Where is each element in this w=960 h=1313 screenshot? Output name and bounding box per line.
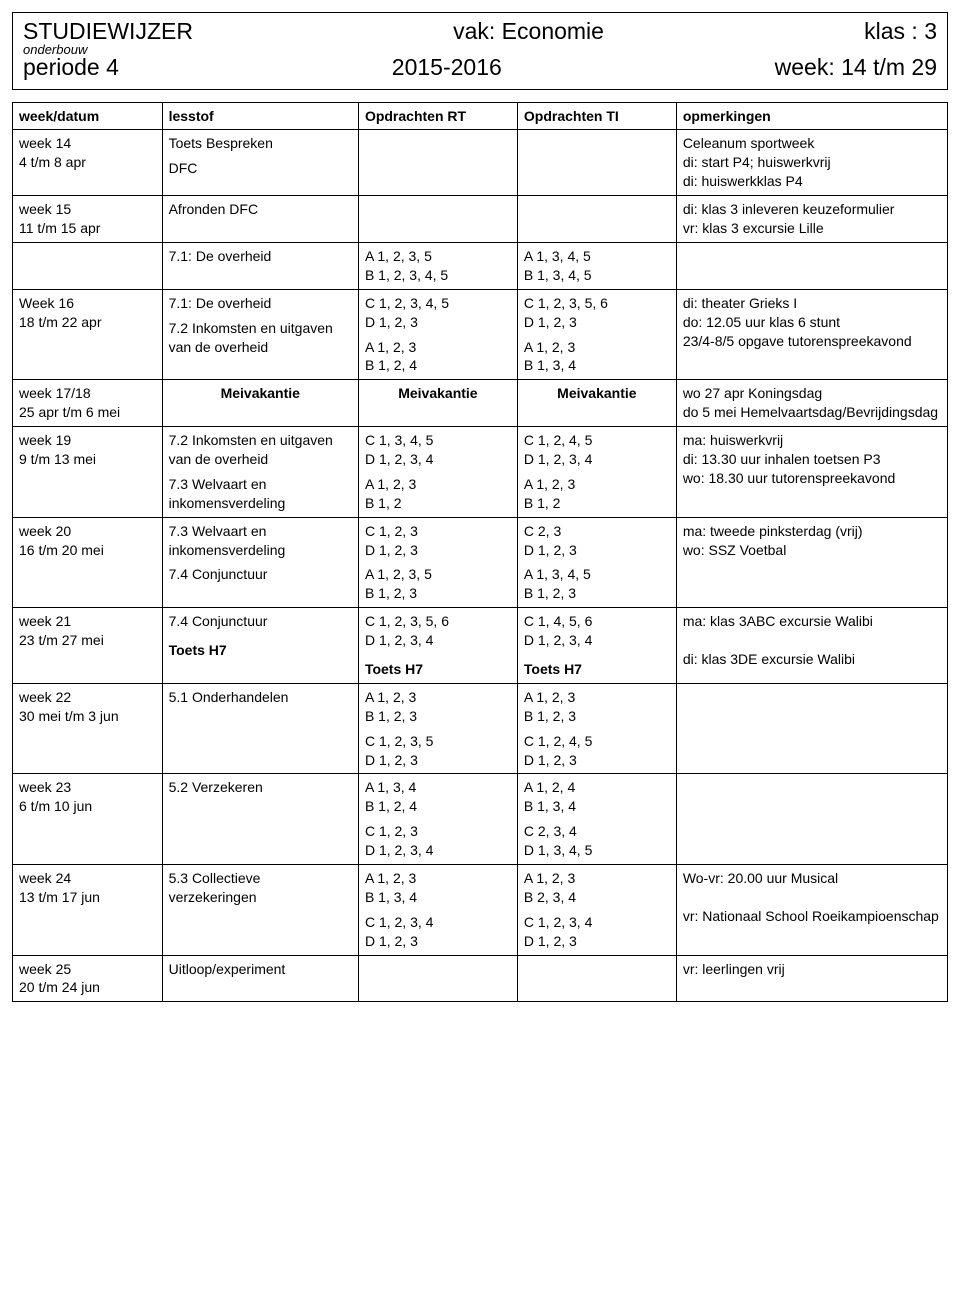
header-title: STUDIEWIJZER [23, 19, 193, 44]
cell-week: week 236 t/m 10 jun [13, 774, 163, 865]
cell-opmerkingen: wo 27 apr Koningsdagdo 5 mei Hemelvaarts… [676, 380, 947, 427]
cell-rt: A 1, 3, 4B 1, 2, 4C 1, 2, 3D 1, 2, 3, 4 [358, 774, 517, 865]
cell-ti: C 1, 4, 5, 6D 1, 2, 3, 4Toets H7 [517, 608, 676, 684]
cell-week: week 2230 mei t/m 3 jun [13, 683, 163, 774]
cell-lesstof: Meivakantie [162, 380, 358, 427]
cell-lesstof: 7.3 Welvaart en inkomensverdeling7.4 Con… [162, 517, 358, 608]
cell-week: week 2016 t/m 20 mei [13, 517, 163, 608]
table-row: week 2520 t/m 24 junUitloop/experiment vr… [13, 955, 948, 1002]
cell-week: week 2520 t/m 24 jun [13, 955, 163, 1002]
cell-rt: C 1, 3, 4, 5D 1, 2, 3, 4A 1, 2, 3B 1, 2 [358, 427, 517, 518]
col-week-header: week/datum [13, 102, 163, 130]
cell-rt: A 1, 2, 3, 5B 1, 2, 3, 4, 5 [358, 242, 517, 289]
cell-week: week 2123 t/m 27 mei [13, 608, 163, 684]
cell-week: week 144 t/m 8 apr [13, 130, 163, 196]
cell-ti: C 2, 3D 1, 2, 3A 1, 3, 4, 5B 1, 2, 3 [517, 517, 676, 608]
cell-rt: A 1, 2, 3B 1, 2, 3C 1, 2, 3, 5D 1, 2, 3 [358, 683, 517, 774]
table-row: week 17/1825 apr t/m 6 meiMeivakantieMei… [13, 380, 948, 427]
table-row: week 2230 mei t/m 3 jun5.1 Onderhandelen… [13, 683, 948, 774]
col-rt-header: Opdrachten RT [358, 102, 517, 130]
cell-ti: A 1, 2, 3B 2, 3, 4C 1, 2, 3, 4D 1, 2, 3 [517, 864, 676, 955]
cell-opmerkingen: ma: klas 3ABC excursie Walibi di: klas 3… [676, 608, 947, 684]
cell-ti: C 1, 2, 4, 5D 1, 2, 3, 4A 1, 2, 3B 1, 2 [517, 427, 676, 518]
cell-lesstof: 7.2 Inkomsten en uitgaven van de overhei… [162, 427, 358, 518]
cell-lesstof: Afronden DFC [162, 196, 358, 243]
cell-week: week 199 t/m 13 mei [13, 427, 163, 518]
cell-ti: Meivakantie [517, 380, 676, 427]
table-row: Week 1618 t/m 22 apr7.1: De overheid7.2 … [13, 289, 948, 380]
cell-opmerkingen: di: klas 3 inleveren keuzeformuliervr: k… [676, 196, 947, 243]
cell-rt [358, 130, 517, 196]
cell-rt: C 1, 2, 3, 4, 5D 1, 2, 3A 1, 2, 3B 1, 2,… [358, 289, 517, 380]
cell-week [13, 242, 163, 289]
cell-ti: A 1, 2, 3B 1, 2, 3C 1, 2, 4, 5D 1, 2, 3 [517, 683, 676, 774]
cell-lesstof: Toets BesprekenDFC [162, 130, 358, 196]
cell-week: week 17/1825 apr t/m 6 mei [13, 380, 163, 427]
header-periode: periode 4 [23, 55, 119, 80]
cell-lesstof: 5.1 Onderhandelen [162, 683, 358, 774]
table-row: week 2123 t/m 27 mei7.4 ConjunctuurToets… [13, 608, 948, 684]
col-lesstof-header: lesstof [162, 102, 358, 130]
cell-lesstof: 7.1: De overheid [162, 242, 358, 289]
cell-rt: C 1, 2, 3, 5, 6D 1, 2, 3, 4Toets H7 [358, 608, 517, 684]
cell-opmerkingen: ma: tweede pinksterdag (vrij)wo: SSZ Voe… [676, 517, 947, 608]
cell-rt: Meivakantie [358, 380, 517, 427]
cell-opmerkingen: vr: leerlingen vrij [676, 955, 947, 1002]
cell-lesstof: 5.2 Verzekeren [162, 774, 358, 865]
cell-week: Week 1618 t/m 22 apr [13, 289, 163, 380]
cell-lesstof: Uitloop/experiment [162, 955, 358, 1002]
cell-opmerkingen [676, 774, 947, 865]
header-jaar: 2015-2016 [392, 55, 502, 80]
header-vak: vak: Economie [453, 19, 604, 44]
table-row: 7.1: De overheidA 1, 2, 3, 5B 1, 2, 3, 4… [13, 242, 948, 289]
cell-week: week 1511 t/m 15 apr [13, 196, 163, 243]
cell-lesstof: 7.1: De overheid7.2 Inkomsten en uitgave… [162, 289, 358, 380]
cell-ti: A 1, 2, 4B 1, 3, 4C 2, 3, 4D 1, 3, 4, 5 [517, 774, 676, 865]
table-body: week 144 t/m 8 aprToets BesprekenDFC Cele… [13, 130, 948, 1002]
cell-opmerkingen: Wo-vr: 20.00 uur Musical vr: Nationaal S… [676, 864, 947, 955]
cell-opmerkingen: Celeanum sportweekdi: start P4; huiswerk… [676, 130, 947, 196]
cell-rt: C 1, 2, 3D 1, 2, 3A 1, 2, 3, 5B 1, 2, 3 [358, 517, 517, 608]
table-row: week 1511 t/m 15 aprAfronden DFC di: klas… [13, 196, 948, 243]
cell-opmerkingen [676, 242, 947, 289]
cell-ti: A 1, 3, 4, 5B 1, 3, 4, 5 [517, 242, 676, 289]
table-row: week 144 t/m 8 aprToets BesprekenDFC Cele… [13, 130, 948, 196]
cell-opmerkingen [676, 683, 947, 774]
table-row: week 199 t/m 13 mei7.2 Inkomsten en uitg… [13, 427, 948, 518]
table-row: week 2016 t/m 20 mei7.3 Welvaart en inko… [13, 517, 948, 608]
col-opm-header: opmerkingen [676, 102, 947, 130]
header-week: week: 14 t/m 29 [775, 55, 937, 80]
cell-ti [517, 130, 676, 196]
cell-opmerkingen: ma: huiswerkvrijdi: 13.30 uur inhalen to… [676, 427, 947, 518]
cell-week: week 2413 t/m 17 jun [13, 864, 163, 955]
table-header-row: week/datum lesstof Opdrachten RT Opdrach… [13, 102, 948, 130]
document-header: STUDIEWIJZER vak: Economie klas : 3 onde… [12, 12, 948, 90]
cell-rt [358, 196, 517, 243]
cell-opmerkingen: di: theater Grieks Ido: 12.05 uur klas 6… [676, 289, 947, 380]
cell-ti [517, 196, 676, 243]
header-klas: klas : 3 [864, 19, 937, 44]
cell-lesstof: 7.4 ConjunctuurToets H7 [162, 608, 358, 684]
cell-ti [517, 955, 676, 1002]
cell-lesstof: 5.3 Collectieve verzekeringen [162, 864, 358, 955]
col-ti-header: Opdrachten TI [517, 102, 676, 130]
schedule-table: week/datum lesstof Opdrachten RT Opdrach… [12, 102, 948, 1003]
cell-ti: C 1, 2, 3, 5, 6D 1, 2, 3A 1, 2, 3B 1, 3,… [517, 289, 676, 380]
table-row: week 236 t/m 10 jun5.2 VerzekerenA 1, 3,… [13, 774, 948, 865]
cell-rt: A 1, 2, 3B 1, 3, 4C 1, 2, 3, 4D 1, 2, 3 [358, 864, 517, 955]
cell-rt [358, 955, 517, 1002]
table-row: week 2413 t/m 17 jun5.3 Collectieve verz… [13, 864, 948, 955]
